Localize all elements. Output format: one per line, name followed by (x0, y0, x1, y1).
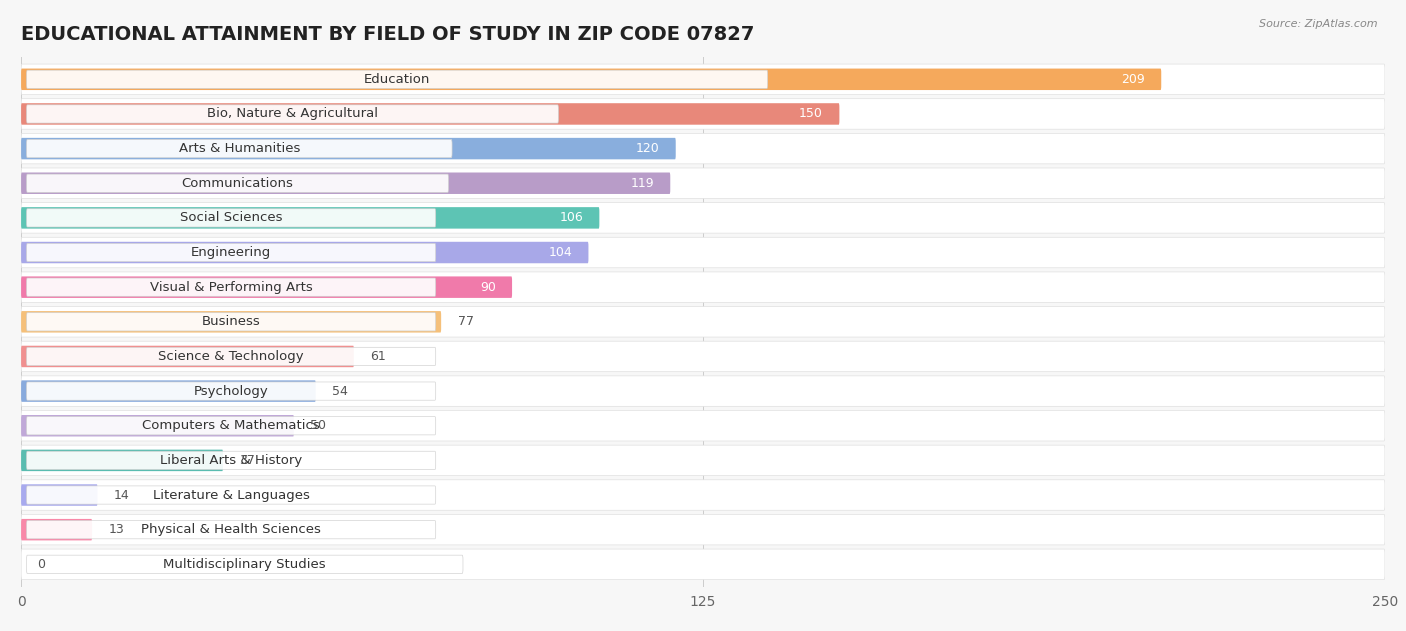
FancyBboxPatch shape (21, 519, 91, 540)
FancyBboxPatch shape (27, 278, 436, 297)
FancyBboxPatch shape (21, 242, 589, 263)
FancyBboxPatch shape (27, 416, 436, 435)
FancyBboxPatch shape (21, 272, 1385, 302)
Text: 119: 119 (630, 177, 654, 190)
Text: EDUCATIONAL ATTAINMENT BY FIELD OF STUDY IN ZIP CODE 07827: EDUCATIONAL ATTAINMENT BY FIELD OF STUDY… (21, 25, 755, 44)
FancyBboxPatch shape (21, 380, 316, 402)
FancyBboxPatch shape (27, 555, 463, 574)
Text: 77: 77 (457, 316, 474, 328)
FancyBboxPatch shape (27, 70, 768, 88)
FancyBboxPatch shape (27, 521, 436, 539)
FancyBboxPatch shape (21, 138, 676, 160)
FancyBboxPatch shape (27, 382, 436, 400)
Text: Science & Technology: Science & Technology (159, 350, 304, 363)
FancyBboxPatch shape (21, 346, 354, 367)
FancyBboxPatch shape (21, 168, 1385, 199)
FancyBboxPatch shape (21, 311, 441, 333)
Text: 37: 37 (239, 454, 254, 467)
FancyBboxPatch shape (27, 347, 436, 365)
FancyBboxPatch shape (27, 451, 436, 469)
Text: 209: 209 (1121, 73, 1144, 86)
FancyBboxPatch shape (21, 207, 599, 228)
FancyBboxPatch shape (21, 376, 1385, 406)
Text: Bio, Nature & Agricultural: Bio, Nature & Agricultural (207, 107, 378, 121)
Text: Social Sciences: Social Sciences (180, 211, 283, 225)
Text: 0: 0 (38, 558, 45, 571)
Text: Liberal Arts & History: Liberal Arts & History (160, 454, 302, 467)
FancyBboxPatch shape (21, 450, 224, 471)
Text: Psychology: Psychology (194, 385, 269, 398)
FancyBboxPatch shape (21, 484, 97, 506)
Text: Literature & Languages: Literature & Languages (153, 488, 309, 502)
Text: Source: ZipAtlas.com: Source: ZipAtlas.com (1260, 19, 1378, 29)
Text: Arts & Humanities: Arts & Humanities (179, 142, 299, 155)
Text: 54: 54 (332, 385, 347, 398)
Text: Engineering: Engineering (191, 246, 271, 259)
FancyBboxPatch shape (21, 415, 294, 437)
FancyBboxPatch shape (21, 237, 1385, 268)
Text: Communications: Communications (181, 177, 294, 190)
FancyBboxPatch shape (21, 98, 1385, 129)
FancyBboxPatch shape (21, 69, 1161, 90)
FancyBboxPatch shape (21, 411, 1385, 441)
Text: Business: Business (201, 316, 260, 328)
FancyBboxPatch shape (21, 445, 1385, 476)
FancyBboxPatch shape (21, 64, 1385, 95)
Text: 61: 61 (370, 350, 387, 363)
Text: Multidisciplinary Studies: Multidisciplinary Studies (163, 558, 326, 571)
Text: 150: 150 (799, 107, 823, 121)
FancyBboxPatch shape (27, 244, 436, 262)
FancyBboxPatch shape (21, 514, 1385, 545)
Text: Education: Education (364, 73, 430, 86)
Text: 90: 90 (479, 281, 496, 293)
Text: 50: 50 (311, 419, 326, 432)
Text: 106: 106 (560, 211, 583, 225)
FancyBboxPatch shape (27, 139, 453, 158)
FancyBboxPatch shape (21, 549, 1385, 579)
FancyBboxPatch shape (27, 313, 436, 331)
FancyBboxPatch shape (21, 480, 1385, 510)
FancyBboxPatch shape (21, 103, 839, 125)
Text: Computers & Mathematics: Computers & Mathematics (142, 419, 321, 432)
Text: 13: 13 (108, 523, 124, 536)
FancyBboxPatch shape (21, 276, 512, 298)
FancyBboxPatch shape (27, 174, 449, 192)
Text: 14: 14 (114, 488, 129, 502)
FancyBboxPatch shape (27, 209, 436, 227)
FancyBboxPatch shape (21, 172, 671, 194)
FancyBboxPatch shape (21, 307, 1385, 337)
Text: Visual & Performing Arts: Visual & Performing Arts (150, 281, 312, 293)
Text: 120: 120 (636, 142, 659, 155)
FancyBboxPatch shape (21, 341, 1385, 372)
FancyBboxPatch shape (21, 203, 1385, 233)
FancyBboxPatch shape (27, 486, 436, 504)
FancyBboxPatch shape (27, 105, 558, 123)
Text: Physical & Health Sciences: Physical & Health Sciences (141, 523, 321, 536)
Text: 104: 104 (548, 246, 572, 259)
FancyBboxPatch shape (21, 133, 1385, 164)
